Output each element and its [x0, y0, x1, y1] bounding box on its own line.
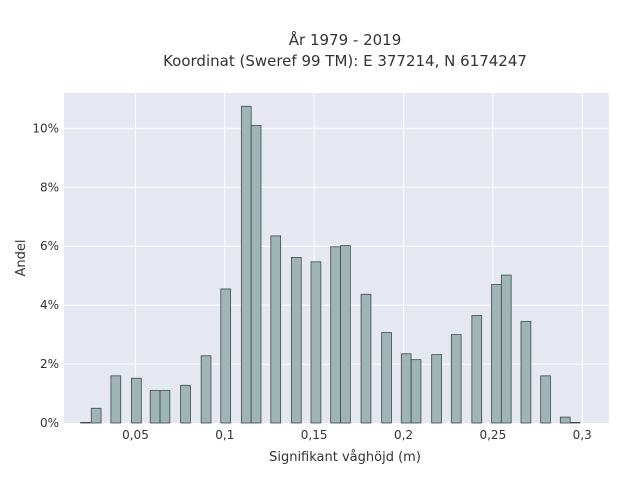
- y-tick-label: 0%: [40, 416, 59, 430]
- histogram-bar: [90, 407, 102, 424]
- tick-labels: 0% 2% 4% 6% 8% 10% 0,05 0,1 0,15 0,2 0,25 0,3: [32, 121, 591, 442]
- histogram-bar: [200, 355, 212, 424]
- y-tick-label: 10%: [32, 121, 59, 135]
- histogram-bar: [540, 375, 551, 424]
- histogram-bar: [569, 422, 581, 424]
- histogram-bar: [131, 377, 142, 424]
- chart-subtitle: Koordinat (Sweref 99 TM): E 377214, N 61…: [163, 52, 527, 70]
- histogram-bar: [80, 422, 91, 424]
- y-axis-title: Andel: [14, 240, 29, 277]
- histogram-bar: [410, 359, 422, 424]
- x-axis-title: Signifikant våghöjd (m): [269, 450, 421, 465]
- y-tick-label: 6%: [40, 239, 59, 253]
- histogram-bar: [381, 332, 392, 424]
- histogram-bar: [310, 261, 322, 424]
- bars: [80, 105, 581, 424]
- x-tick-label: 0,15: [301, 428, 328, 442]
- histogram-bar: [159, 390, 171, 424]
- x-tick-label: 0,05: [122, 428, 149, 442]
- histogram-bar: [149, 390, 161, 424]
- histogram-bar: [250, 125, 262, 424]
- histogram-bar: [270, 235, 282, 424]
- histogram-bar: [220, 288, 232, 424]
- histogram-bar: [340, 245, 351, 424]
- histogram-bar: [491, 284, 502, 424]
- histogram-bar: [471, 315, 483, 424]
- histogram-bar: [240, 105, 252, 424]
- x-tick-label: 0,3: [573, 428, 592, 442]
- histogram-bar: [360, 293, 372, 424]
- histogram-bar: [290, 257, 302, 424]
- histogram-bar: [330, 246, 341, 424]
- histogram-bar: [450, 334, 462, 424]
- x-tick-label: 0,25: [479, 428, 506, 442]
- histogram-bar: [559, 416, 571, 424]
- histogram-bar: [400, 353, 412, 424]
- x-tick-label: 0,1: [215, 428, 234, 442]
- histogram-bar: [180, 384, 191, 424]
- histogram-bar: [431, 354, 442, 424]
- y-tick-label: 2%: [40, 357, 59, 371]
- y-tick-label: 8%: [40, 180, 59, 194]
- x-tick-label: 0,2: [394, 428, 413, 442]
- chart-title: År 1979 - 2019: [289, 30, 402, 49]
- histogram-bar: [520, 320, 532, 424]
- histogram-bar: [500, 274, 512, 424]
- histogram-bar: [110, 375, 122, 424]
- y-tick-label: 4%: [40, 298, 59, 312]
